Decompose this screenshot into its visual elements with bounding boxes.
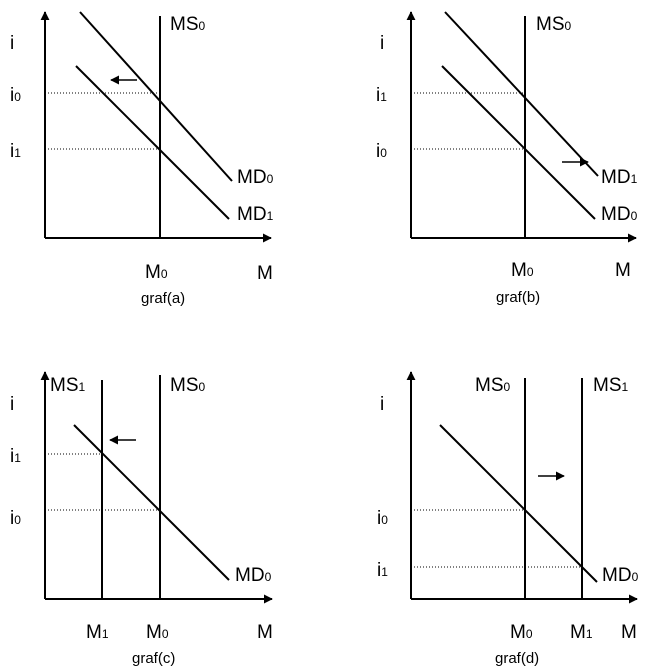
- interest-level-label: i1: [10, 141, 21, 162]
- md-curve: [441, 65, 596, 220]
- interest-level-label: i0: [376, 141, 387, 162]
- supply-label: MS1: [593, 375, 629, 396]
- supply-label: MS1: [50, 375, 86, 396]
- demand-label: MD0: [601, 204, 638, 225]
- money-level-label: M0: [510, 622, 533, 643]
- y-axis-label: i: [10, 33, 14, 54]
- panel-b: i M graf(b) MS0 MD1 MD0 i1 i0 M0: [376, 11, 638, 306]
- money-level-label: M1: [570, 622, 593, 643]
- supply-label: MS0: [475, 375, 511, 396]
- demand-label: MD1: [237, 204, 274, 225]
- demand-label: MD1: [601, 167, 638, 188]
- money-level-label: M0: [146, 622, 169, 643]
- interest-level-label: i1: [376, 85, 387, 106]
- md-curve: [439, 424, 598, 583]
- md-curve: [444, 11, 599, 177]
- panel-c: i M graf(c) MS1 MS0 MD0 i1 i0 M1 M0: [10, 371, 273, 667]
- x-axis-label: M: [257, 622, 273, 643]
- interest-level-label: i0: [377, 508, 388, 529]
- supply-label: MS0: [536, 14, 572, 35]
- interest-level-label: i1: [10, 446, 21, 467]
- y-axis-label: i: [10, 394, 14, 415]
- md-curve: [75, 65, 230, 220]
- panel-caption: graf(c): [132, 650, 175, 667]
- y-axis-label: i: [380, 33, 384, 54]
- supply-label: MS0: [170, 375, 206, 396]
- demand-label: MD0: [602, 565, 639, 586]
- md-curve: [79, 11, 233, 182]
- y-axis-label: i: [380, 394, 384, 415]
- demand-label: MD0: [237, 167, 274, 188]
- money-level-label: M1: [86, 622, 109, 643]
- panel-caption: graf(b): [496, 289, 540, 306]
- panel-caption: graf(d): [495, 650, 539, 667]
- panel-caption: graf(a): [141, 290, 185, 307]
- x-axis-label: M: [257, 263, 273, 284]
- interest-level-label: i0: [10, 508, 21, 529]
- money-level-label: M0: [511, 260, 534, 281]
- interest-level-label: i0: [10, 85, 21, 106]
- demand-label: MD0: [235, 565, 272, 586]
- supply-label: MS0: [170, 14, 206, 35]
- md-curve: [73, 424, 230, 581]
- panel-a: i M graf(a) MS0 MD0 MD1 i0 i1 M0: [10, 11, 274, 307]
- x-axis-label: M: [615, 260, 631, 281]
- interest-level-label: i1: [377, 560, 388, 581]
- x-axis-label: M: [621, 622, 637, 643]
- panel-d: i M graf(d) MS0 MS1 MD0 i0 i1 M0 M1: [377, 371, 639, 667]
- money-level-label: M0: [145, 262, 168, 283]
